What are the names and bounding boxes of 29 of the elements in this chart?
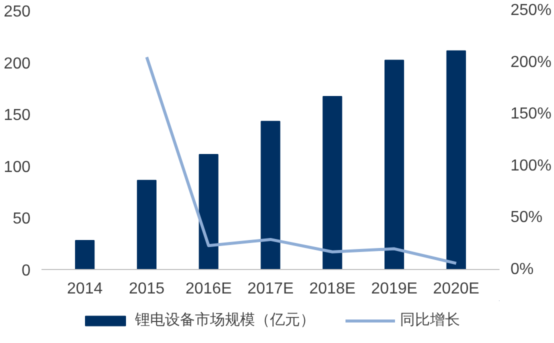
x-tick-label: 2019E [371,280,418,298]
y2-tick-label: 200% [510,54,552,71]
line-series [145,56,458,265]
bar [446,50,466,270]
y2-tick-label: 50% [510,209,543,226]
y-tick-label: 200 [4,55,31,72]
legend-label: 锂电设备市场规模（亿元） [135,310,315,330]
bar [136,180,156,270]
x-tick-label: 2015 [128,280,165,298]
bar [384,60,404,270]
y2-tick-label: 250% [510,2,552,19]
x-tick-label: 2017E [247,280,294,298]
x-tick-label: 2014 [67,280,103,298]
y2-tick-label: 0% [510,261,534,278]
y-tick-label: 100 [4,158,31,176]
y2-tick-label: 100% [510,157,552,174]
bar [322,96,342,270]
bar [75,240,95,270]
y-tick-label: 0 [22,262,31,280]
x-tick-label: 2020E [433,280,480,298]
bar [260,120,280,270]
legend-label: 同比增长 [400,310,460,330]
x-tick-label: 2018E [309,280,356,298]
x-tick-label: 2016E [185,280,232,298]
y-tick-label: 250 [4,4,31,20]
bar [198,154,218,270]
y-tick-label: 150 [4,107,31,124]
y-tick-label: 50 [12,210,31,228]
y2-tick-label: 150% [510,106,552,123]
